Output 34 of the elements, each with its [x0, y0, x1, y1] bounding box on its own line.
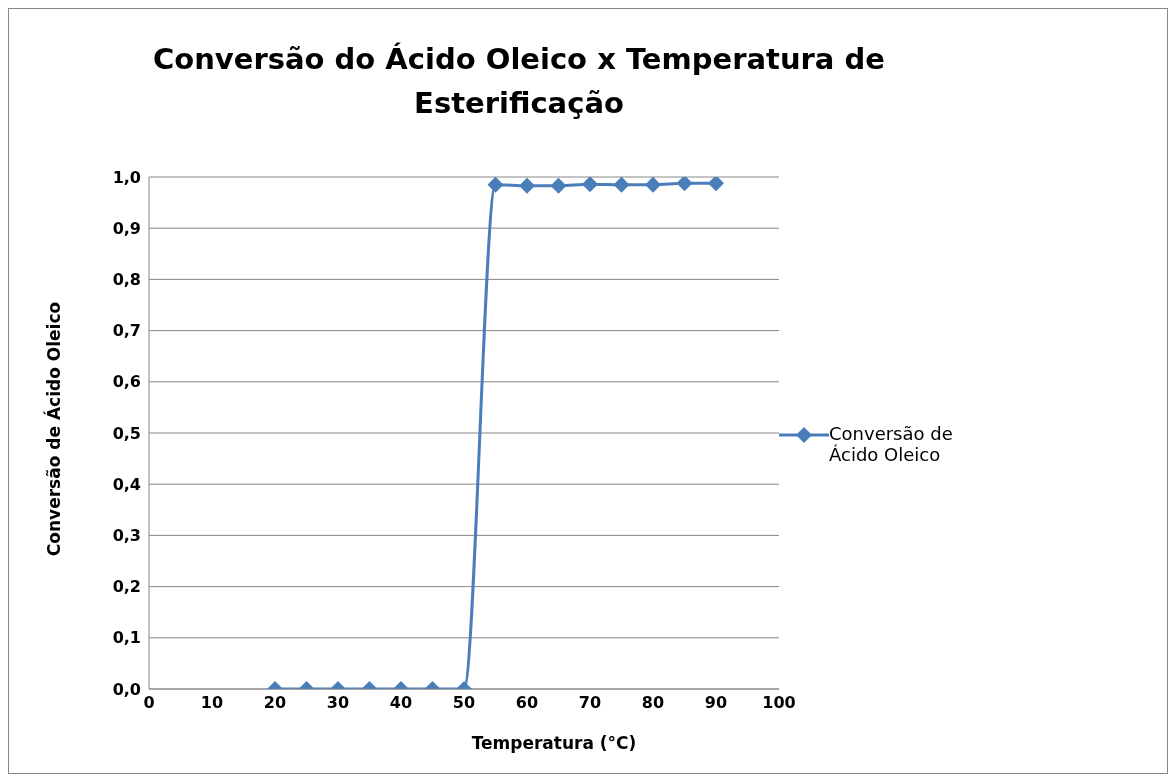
y-tick-label: 0,8	[112, 270, 141, 290]
x-tick-label: 0	[143, 693, 155, 713]
y-tick-label: 0,9	[112, 218, 141, 238]
x-tick-label: 10	[200, 693, 224, 713]
x-tick-label: 80	[641, 693, 665, 713]
x-tick-label: 70	[578, 693, 602, 713]
point	[582, 177, 598, 193]
chart-title: Conversão do Ácido Oleico x Temperatura de Esterificação	[152, 41, 886, 122]
y-tick-label: 1,0	[112, 167, 141, 187]
point	[708, 177, 724, 192]
point	[645, 177, 661, 193]
point	[613, 177, 630, 193]
y-tick-label: 0,5	[112, 423, 141, 443]
y-tick-label: 0,0	[112, 679, 141, 699]
legend-label: Conversão de Ácido Oleico	[829, 423, 954, 465]
x-tick-label: 20	[263, 693, 287, 713]
x-tick-label: 40	[389, 693, 413, 713]
x-tick-label: 100	[762, 693, 796, 713]
y-tick-label: 0,7	[112, 321, 141, 341]
point	[550, 177, 567, 194]
x-tick-label: 90	[704, 693, 728, 713]
x-tick-label: 60	[515, 693, 539, 713]
y-tick-label: 0,4	[112, 474, 141, 494]
point	[676, 177, 693, 192]
y-tick-label: 0,1	[112, 628, 141, 648]
x-tick-label: 50	[452, 693, 476, 713]
point	[519, 177, 535, 194]
y-axis-title: Conversão de Ácido Oleico	[44, 301, 64, 557]
x-tick-label: 30	[326, 693, 350, 713]
point	[487, 177, 504, 193]
y-tick-label: 0,6	[112, 372, 141, 392]
y-tick-label: 0,2	[112, 577, 141, 597]
y-tick-label: 0,3	[112, 526, 141, 546]
x-axis-title: Temperatura (°C)	[470, 733, 638, 753]
